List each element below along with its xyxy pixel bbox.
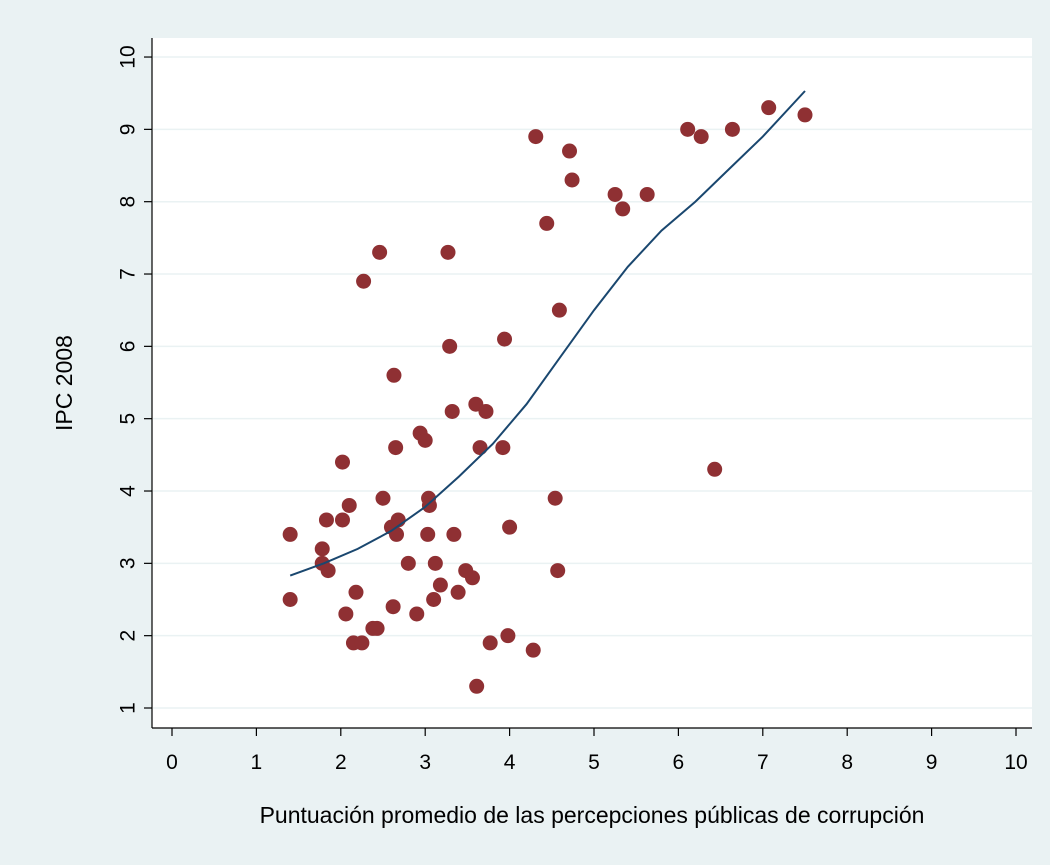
x-tick-label: 10 [1004,751,1027,774]
x-tick-label: 7 [757,751,769,774]
y-tick-label: 6 [117,341,140,353]
y-tick-label: 4 [117,485,140,497]
data-point [528,129,544,145]
data-point [797,107,813,123]
data-point [724,121,740,137]
y-axis-ticks: 1 2 3 4 5 6 7 8 9 10 [117,45,152,714]
data-point [314,541,330,557]
data-point [421,497,437,513]
data-point [409,606,425,622]
x-tick-label: 0 [166,751,178,774]
x-tick-label: 2 [335,751,347,774]
x-tick-label: 9 [926,751,938,774]
data-point [500,628,516,644]
data-point [564,172,580,188]
x-tick-label: 4 [504,751,516,774]
data-point [417,432,433,448]
x-tick-label: 6 [673,751,685,774]
data-point [282,526,298,542]
data-point [464,570,480,586]
data-point [354,635,370,651]
data-point [341,497,357,513]
data-point [388,440,404,456]
data-point [495,440,511,456]
data-point [338,606,354,622]
data-point [551,302,567,318]
data-point [348,584,364,600]
fit-line [289,90,806,577]
y-tick-label: 10 [117,45,140,68]
x-tick-label: 5 [588,751,600,774]
data-point [639,186,655,202]
data-point [356,273,372,289]
scatter-points [282,100,813,694]
x-tick-label: 1 [251,751,263,774]
data-point [446,526,462,542]
data-point [420,526,436,542]
data-point [478,403,494,419]
x-axis-title: Puntuación promedio de las percepciones … [260,802,925,828]
data-point [426,592,442,608]
data-point [469,678,485,694]
data-point [369,620,385,636]
data-point [427,555,443,571]
data-point [386,367,402,383]
data-point [372,244,388,260]
data-point [320,563,336,579]
data-point [680,121,696,137]
data-point [450,584,466,600]
data-point [442,338,458,354]
data-point [389,526,405,542]
data-point [562,143,578,159]
data-point [497,331,513,347]
data-point [440,244,456,260]
y-tick-label: 5 [117,413,140,425]
x-tick-label: 3 [419,751,431,774]
x-tick-label: 8 [841,751,853,774]
y-tick-label: 3 [117,557,140,569]
data-point [375,490,391,506]
data-point [444,403,460,419]
x-axis-ticks: 0 1 2 3 4 5 6 7 8 9 10 [166,728,1028,774]
data-point [482,635,498,651]
data-point [400,555,416,571]
data-point [547,490,563,506]
data-point [761,100,777,116]
gridlines [153,56,1032,709]
data-point [385,599,401,615]
y-tick-label: 1 [117,702,140,714]
data-point [318,512,334,528]
data-point [472,440,488,456]
data-point [334,512,350,528]
y-tick-label: 2 [117,630,140,642]
data-point [502,519,518,535]
plot-area [152,38,1032,728]
data-point [282,592,298,608]
data-point [539,215,555,231]
y-axis-title: IPC 2008 [51,335,77,431]
y-tick-label: 7 [117,268,140,280]
data-point [607,186,623,202]
data-point [432,577,448,593]
y-tick-label: 9 [117,124,140,136]
data-point [550,563,566,579]
data-point [707,461,723,477]
data-point [615,201,631,217]
data-point [525,642,541,658]
data-point [693,129,709,145]
y-tick-label: 8 [117,196,140,208]
data-point [334,454,350,470]
